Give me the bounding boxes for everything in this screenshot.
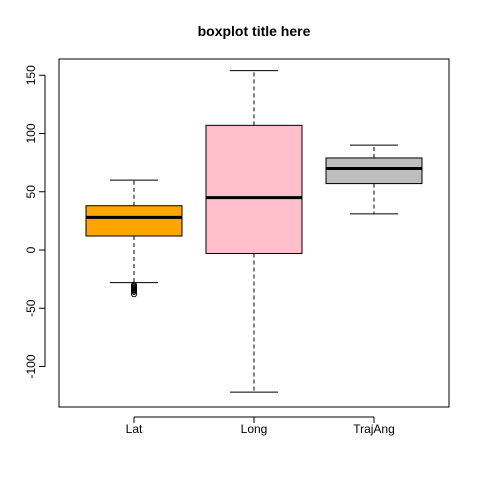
box-group-lat: [85, 179, 183, 298]
axes-layer: -100 -50 0 50 100 150 Lat Long TrajAng: [24, 65, 395, 436]
y-tick-label: 50: [24, 185, 38, 199]
box-group-long: [205, 70, 303, 393]
y-tick-label: 100: [24, 123, 38, 143]
box-iqr: [205, 124, 303, 254]
chart-title: boxplot title here: [198, 23, 311, 39]
y-tick-label: -100: [24, 354, 38, 378]
y-tick-label: 150: [24, 65, 38, 85]
x-tick-label: Long: [241, 422, 268, 436]
y-tick-label: -50: [24, 299, 38, 317]
boxes-layer: [85, 70, 423, 393]
box-iqr: [85, 205, 183, 237]
x-tick-label: TrajAng: [353, 422, 395, 436]
x-tick-label: Lat: [126, 422, 143, 436]
plot-frame: [58, 58, 450, 408]
outlier-point: [131, 288, 137, 295]
outlier-point: [131, 291, 137, 298]
box-group-trajang: [325, 144, 423, 215]
box-iqr: [325, 157, 423, 185]
y-tick-label: 0: [24, 246, 38, 253]
